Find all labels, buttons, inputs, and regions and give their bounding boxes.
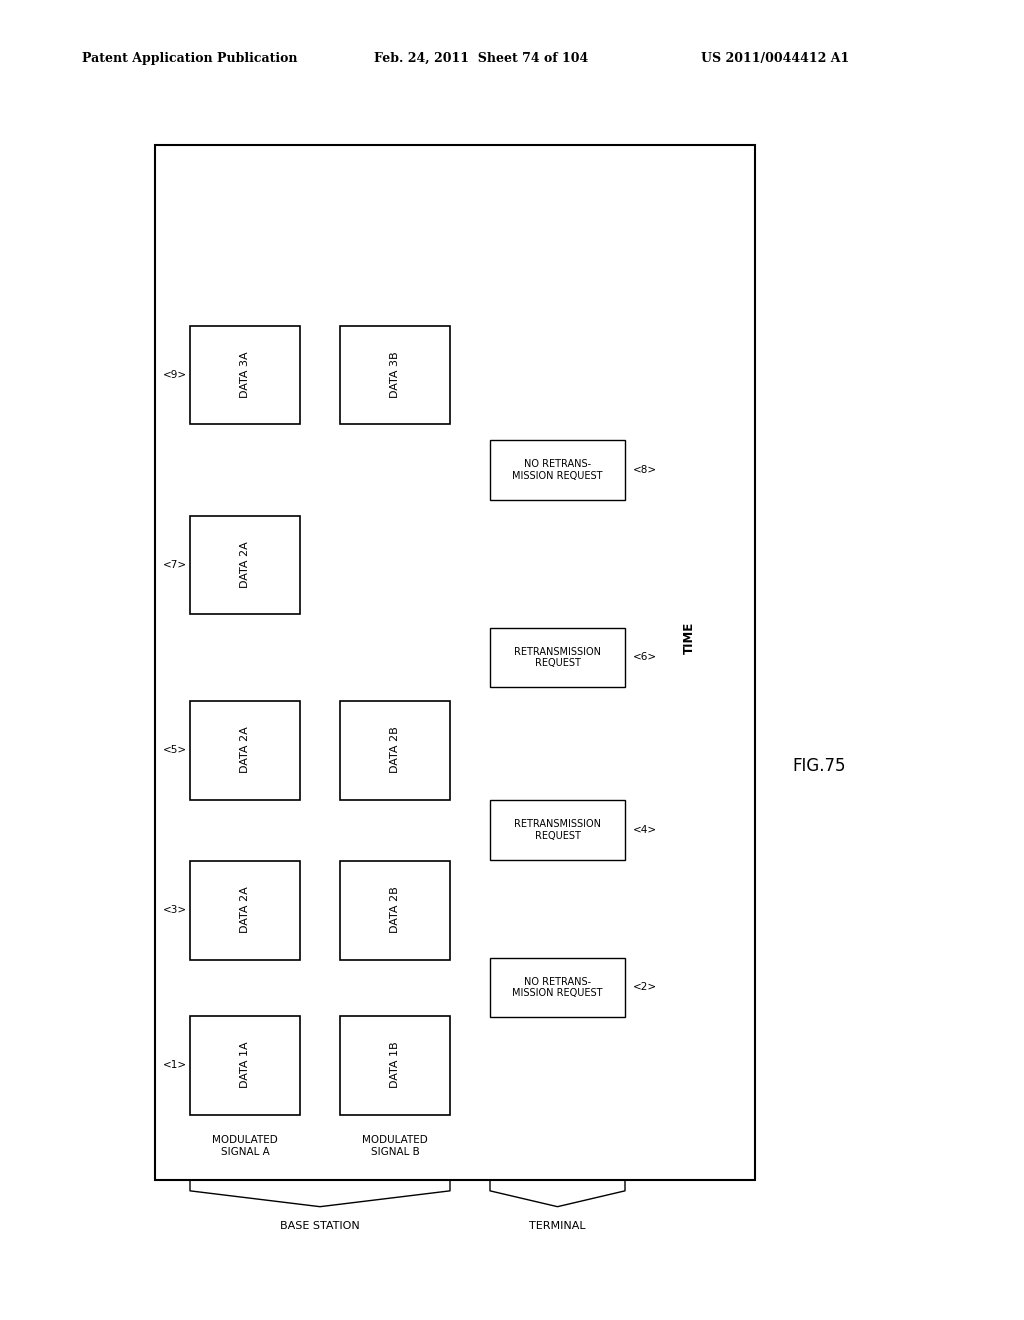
Text: <4>: <4> (633, 825, 657, 836)
Text: MODULATED
SIGNAL B: MODULATED SIGNAL B (362, 1135, 428, 1156)
Text: <9>: <9> (163, 370, 187, 380)
Text: DATA 2A: DATA 2A (240, 541, 250, 589)
Text: TIME: TIME (683, 622, 696, 653)
Text: <2>: <2> (633, 982, 657, 993)
Text: MODULATED
SIGNAL A: MODULATED SIGNAL A (212, 1135, 278, 1156)
Text: DATA 3A: DATA 3A (240, 351, 250, 399)
Text: DATA 2A: DATA 2A (240, 726, 250, 774)
Text: FIG.75: FIG.75 (793, 756, 846, 775)
Text: US 2011/0044412 A1: US 2011/0044412 A1 (701, 51, 850, 65)
Text: Feb. 24, 2011  Sheet 74 of 104: Feb. 24, 2011 Sheet 74 of 104 (374, 51, 588, 65)
Text: Patent Application Publication: Patent Application Publication (82, 51, 297, 65)
Text: <5>: <5> (163, 744, 187, 755)
Text: DATA 1A: DATA 1A (240, 1041, 250, 1088)
Text: <8>: <8> (633, 465, 657, 475)
Text: BASE STATION: BASE STATION (281, 1221, 359, 1232)
Text: NO RETRANS-
MISSION REQUEST: NO RETRANS- MISSION REQUEST (512, 459, 603, 480)
Text: RETRANSMISSION
REQUEST: RETRANSMISSION REQUEST (514, 820, 601, 841)
Text: DATA 1B: DATA 1B (390, 1041, 400, 1088)
Text: <6>: <6> (633, 652, 657, 663)
Text: DATA 2B: DATA 2B (390, 887, 400, 933)
Text: RETRANSMISSION
REQUEST: RETRANSMISSION REQUEST (514, 647, 601, 668)
Text: NO RETRANS-
MISSION REQUEST: NO RETRANS- MISSION REQUEST (512, 977, 603, 998)
Text: <1>: <1> (163, 1060, 187, 1071)
Text: TERMINAL: TERMINAL (529, 1221, 586, 1232)
Text: <3>: <3> (163, 906, 187, 915)
Text: <7>: <7> (163, 560, 187, 570)
Text: DATA 3B: DATA 3B (390, 351, 400, 399)
Text: DATA 2A: DATA 2A (240, 887, 250, 933)
Text: DATA 2B: DATA 2B (390, 726, 400, 774)
